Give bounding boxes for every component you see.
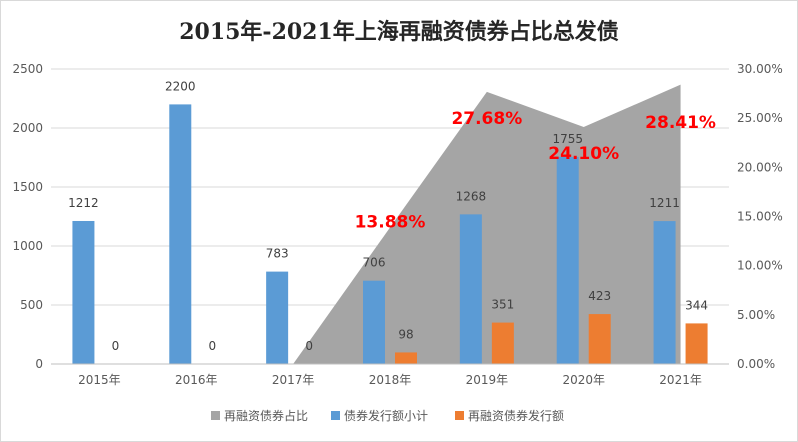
- right-axis-tick-label: 15.00%: [737, 210, 783, 224]
- data-label-total: 706: [363, 256, 386, 270]
- bar-total-issuance: [169, 104, 192, 365]
- bar-total-issuance: [266, 271, 289, 364]
- left-axis-tick-label: 500: [20, 298, 43, 312]
- left-axis-tick-label: 2500: [12, 62, 43, 76]
- legend: 再融资债券占比 债券发行额小计 再融资债券发行额: [211, 408, 564, 423]
- x-axis-tick-label: 2016年: [175, 373, 218, 387]
- data-label-total: 1212: [68, 196, 99, 210]
- data-label-refinancing: 0: [305, 339, 313, 353]
- data-label-total: 1268: [456, 189, 487, 203]
- legend-item-refinancing: 再融资债券发行额: [468, 408, 564, 423]
- legend-item-share-swatch: [211, 411, 220, 420]
- share-percentage-label: 28.41%: [645, 113, 716, 133]
- data-label-total: 1755: [552, 132, 583, 146]
- left-axis-tick-label: 0: [35, 357, 43, 371]
- data-labels-layer: 1212 0 2200 0 783 0 706 98 1268 351 1755 423 1211 344…: [68, 79, 716, 353]
- data-label-total: 1211: [649, 196, 680, 210]
- share-area-layer: [99, 84, 681, 364]
- bar-refinancing-issuance: [588, 314, 611, 364]
- data-label-total: 783: [266, 247, 289, 261]
- right-axis-tick-label: 0.00%: [737, 357, 775, 371]
- right-axis-tick-label: 20.00%: [737, 160, 783, 174]
- left-axis-tick-label: 1500: [12, 180, 43, 194]
- right-axis-tick-label: 25.00%: [737, 111, 783, 125]
- legend-item-refinancing-swatch: [455, 411, 464, 420]
- share-percentage-label: 24.10%: [548, 144, 619, 164]
- bar-total-issuance: [459, 214, 482, 364]
- axes-layer: 0 500 1000 1500 2000 2500 0.00% 5.00% 10.00% 15.0…: [12, 62, 782, 387]
- right-axis-tick-label: 10.00%: [737, 259, 783, 273]
- bar-total-issuance: [72, 220, 95, 364]
- left-axis-tick-label: 1000: [12, 239, 43, 253]
- bars-layer: [72, 104, 708, 365]
- x-axis-tick-label: 2019年: [466, 373, 509, 387]
- share-area: [99, 84, 681, 364]
- share-percentage-label: 27.68%: [451, 109, 522, 129]
- x-axis-tick-label: 2021年: [659, 373, 702, 387]
- data-label-refinancing: 0: [112, 339, 120, 353]
- data-label-refinancing: 98: [398, 327, 413, 341]
- bar-refinancing-issuance: [491, 322, 514, 364]
- x-axis-tick-label: 2015年: [78, 373, 121, 387]
- x-axis-tick-label: 2017年: [272, 373, 315, 387]
- data-label-refinancing: 0: [208, 339, 216, 353]
- data-label-refinancing: 351: [491, 298, 514, 312]
- legend-item-total: 债券发行额小计: [344, 408, 428, 423]
- right-axis-tick-label: 5.00%: [737, 308, 775, 322]
- share-percentage-label: 13.88%: [355, 213, 426, 233]
- left-axis-tick-label: 2000: [12, 121, 43, 135]
- bar-refinancing-issuance: [395, 352, 417, 364]
- data-label-refinancing: 423: [588, 289, 611, 303]
- bar-total-issuance: [556, 156, 579, 364]
- x-axis-tick-label: 2020年: [562, 373, 605, 387]
- legend-item-share: 再融资债券占比: [224, 408, 308, 423]
- bar-total-issuance: [363, 280, 385, 364]
- bar-total-issuance: [653, 221, 676, 364]
- right-axis-tick-label: 30.00%: [737, 62, 783, 76]
- chart-title: 2015年-2021年上海再融资债券占比总发债: [179, 19, 619, 45]
- x-axis-tick-label: 2018年: [369, 373, 412, 387]
- data-label-refinancing: 344: [685, 298, 708, 312]
- data-label-total: 2200: [165, 79, 196, 93]
- bar-refinancing-issuance: [685, 323, 708, 364]
- legend-item-total-swatch: [331, 411, 340, 420]
